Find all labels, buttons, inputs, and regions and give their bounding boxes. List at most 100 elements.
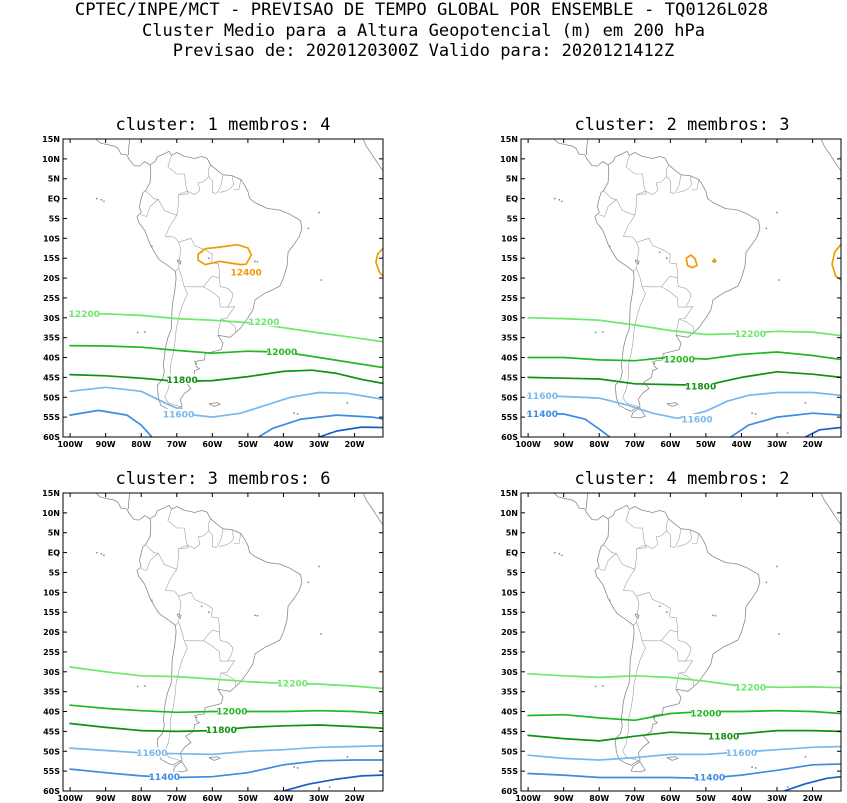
map-frame: [520, 492, 842, 792]
coastline: [136, 150, 303, 412]
island: [293, 412, 296, 415]
coastline: [666, 402, 679, 407]
contour-label: 11400: [527, 410, 558, 420]
country-border: [636, 237, 678, 279]
country-border: [167, 155, 189, 216]
coastline: [95, 139, 151, 167]
country-border: [233, 533, 242, 545]
lat-label: 40S: [43, 708, 60, 717]
country-border: [677, 529, 693, 547]
island: [560, 200, 563, 203]
lon-label: 20W: [803, 794, 823, 803]
country-border: [665, 518, 682, 548]
island: [776, 211, 778, 214]
lat-label: EQ: [48, 195, 60, 204]
contour-label: 11400: [694, 774, 725, 784]
lon-label: 30W: [309, 440, 329, 449]
contour-label-bg: [278, 677, 307, 688]
island: [320, 279, 323, 281]
map-frame: [520, 138, 842, 438]
lon-label: 80W: [131, 794, 151, 803]
island: [608, 599, 611, 602]
lat-label: 15N: [42, 135, 60, 144]
contour-12000: [527, 709, 841, 722]
lon-label: 50W: [696, 440, 716, 449]
coastline: [177, 613, 182, 619]
lon-label: 70W: [625, 440, 645, 449]
coastline: [630, 407, 646, 419]
map-area: 12200 12000 11800 11600 11400: [527, 493, 841, 791]
island: [256, 614, 259, 617]
contour-label: 11600: [136, 749, 167, 759]
lat-label: 5S: [49, 568, 61, 577]
coastline: [208, 402, 221, 407]
island: [751, 766, 754, 769]
lat-label: 10N: [42, 509, 60, 518]
contour-12400: [197, 243, 253, 266]
contour-label: 12200: [248, 318, 279, 328]
lat-label: 15S: [43, 254, 60, 263]
lat-label: 35S: [501, 334, 518, 343]
country-border: [178, 237, 220, 279]
country-border: [233, 179, 242, 191]
panel-title: cluster: 3 membros: 6: [116, 469, 331, 489]
coastline: [586, 493, 589, 509]
contour-label-bg: [528, 408, 557, 419]
country-border: [665, 164, 682, 194]
island: [256, 260, 259, 263]
island: [254, 260, 256, 263]
contour-label-bg: [695, 771, 724, 782]
lat-label: EQ: [506, 195, 518, 204]
lat-label: 10N: [500, 155, 518, 164]
coastline: [363, 139, 383, 172]
lat-label: 10N: [42, 155, 60, 164]
island: [102, 200, 105, 203]
country-border: [636, 622, 678, 642]
island: [653, 362, 656, 365]
contour-label-bg: [150, 771, 179, 782]
island: [553, 551, 556, 554]
lon-label: 100W: [515, 440, 541, 449]
island: [665, 611, 668, 614]
coastline: [553, 493, 609, 521]
coastline: [208, 756, 221, 761]
contour-label-bg: [164, 408, 193, 419]
contour-11600: [69, 744, 383, 756]
coastline: [136, 504, 303, 766]
country-border: [178, 591, 220, 633]
country-border: [158, 553, 182, 626]
lon-label: 20W: [803, 440, 823, 449]
contour-11400: [257, 414, 383, 437]
island: [765, 581, 768, 584]
lon-label: 40W: [273, 794, 293, 803]
lat-label: 25S: [501, 294, 518, 303]
lat-label: 10S: [501, 588, 518, 597]
island: [658, 605, 661, 608]
country-border: [203, 632, 234, 662]
island: [100, 552, 103, 555]
lat-label: 55S: [43, 767, 60, 776]
lat-label: 10S: [43, 588, 60, 597]
contour-label: 12200: [735, 683, 766, 693]
country-border: [219, 175, 235, 193]
contour-11200: [282, 774, 383, 791]
island: [207, 257, 210, 260]
lat-label: 55S: [43, 413, 60, 422]
panel-title: cluster: 1 membros: 4: [116, 115, 331, 135]
contour-11400: [69, 759, 383, 779]
lon-label: 30W: [767, 440, 787, 449]
lat-label: 45S: [43, 727, 60, 736]
lon-label: 60W: [202, 794, 222, 803]
lat-label: 5N: [506, 175, 518, 184]
contour-label: 11600: [726, 749, 757, 759]
map-panel-3: cluster: 3 membros: 6 12200 12000 11800 1160…: [42, 469, 384, 803]
island: [195, 716, 198, 719]
contour-label: 11800: [708, 732, 739, 742]
lat-label: 10N: [500, 509, 518, 518]
island: [293, 766, 296, 769]
lon-label: 90W: [96, 440, 116, 449]
country-border: [219, 529, 235, 547]
lon-label: 80W: [131, 440, 151, 449]
lat-label: 50S: [501, 747, 518, 756]
contour-label-bg: [528, 390, 557, 401]
